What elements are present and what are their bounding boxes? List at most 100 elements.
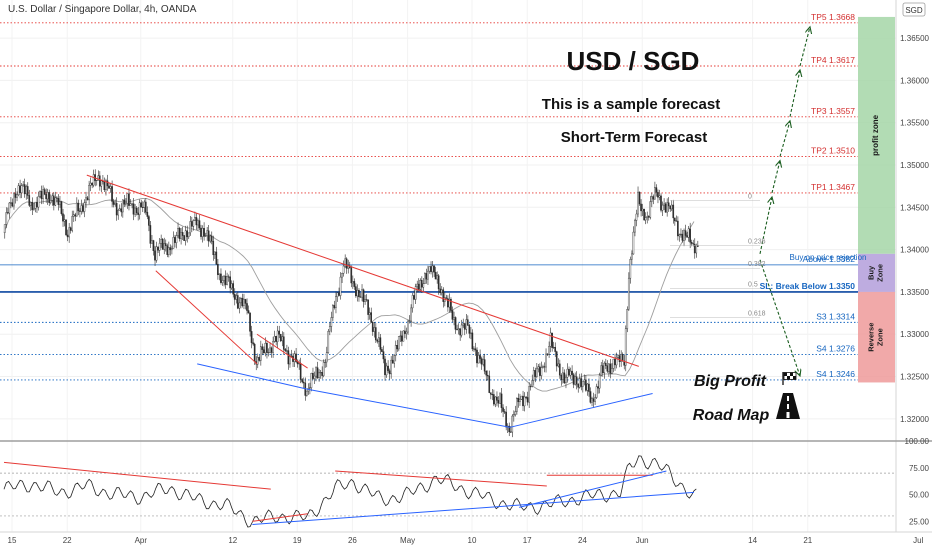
candle-body — [603, 362, 606, 374]
candle-body — [430, 266, 432, 273]
candle-body — [79, 210, 81, 212]
candle-body — [16, 194, 18, 198]
candle-body — [31, 201, 34, 210]
candle-body — [428, 266, 431, 272]
candle-body — [669, 205, 671, 210]
candle-body — [359, 296, 362, 298]
candle-body — [417, 283, 420, 290]
level-label-buy: Above 1.3382 — [803, 254, 856, 264]
candle-body — [186, 230, 188, 238]
symbol-title[interactable]: U.S. Dollar / Singapore Dollar, 4h, OAND… — [8, 4, 197, 15]
candle-body — [310, 373, 313, 388]
fib-label: 0.618 — [748, 310, 766, 317]
candle-body — [180, 232, 182, 239]
candle-body — [144, 201, 147, 213]
candle-body — [640, 203, 642, 212]
candle-body — [462, 323, 465, 326]
candle-body — [6, 212, 9, 214]
candle-body — [46, 192, 49, 200]
price-trendlines — [86, 174, 653, 428]
candle-body — [175, 235, 178, 243]
candle-body — [161, 239, 164, 250]
candle-series — [3, 169, 699, 438]
candle-body — [387, 365, 389, 371]
candle-body — [171, 248, 173, 251]
trendline-red — [86, 174, 639, 367]
fib-label: 0.236 — [748, 238, 766, 245]
time-tick-label: 17 — [523, 536, 532, 545]
candle-body — [361, 289, 363, 298]
candle-body — [25, 186, 27, 195]
candle-body — [557, 363, 560, 367]
candle-body — [568, 368, 570, 376]
candle-body — [615, 357, 618, 366]
candle-body — [555, 351, 558, 367]
candle-body — [539, 366, 541, 376]
candle-body — [433, 265, 435, 273]
candle-body — [221, 280, 224, 283]
candle-body — [356, 290, 359, 297]
candle-body — [588, 383, 590, 392]
candle-body — [404, 330, 406, 334]
candle-body — [663, 203, 665, 206]
candle-body — [121, 199, 124, 213]
candle-body — [399, 335, 402, 337]
price-tick-label: 1.34500 — [900, 203, 929, 212]
level-label-sl: SL: Break Below 1.3350 — [760, 281, 856, 291]
forecast-levels: TP5 1.3668 TP4 1.3617 TP3 1.3557 TP2 1.3510… — [0, 12, 858, 381]
candle-body — [149, 225, 152, 244]
candle-body — [112, 201, 115, 205]
oscillator-trendline-blue — [252, 491, 695, 526]
candle-body — [552, 346, 555, 348]
candle-body — [644, 217, 647, 221]
candle-body — [488, 375, 491, 393]
candle-body — [548, 346, 550, 355]
candle-body — [278, 330, 281, 335]
price-tick-label: 1.36000 — [900, 76, 929, 85]
time-axis-ticks[interactable]: 1522Apr121926May101724Jun1421Jul1219 — [8, 536, 932, 545]
candle-body — [48, 192, 50, 203]
candle-body — [233, 293, 236, 300]
candle-body — [512, 414, 515, 417]
candle-body — [37, 196, 40, 208]
candle-body — [420, 280, 423, 288]
candle-body — [373, 327, 376, 332]
candle-body — [177, 228, 179, 236]
zone-label-reverse: Zone — [875, 328, 884, 346]
candle-body — [401, 335, 403, 342]
candle-body — [261, 346, 264, 350]
candle-body — [344, 258, 346, 267]
candle-body — [505, 411, 507, 428]
candle-body — [22, 184, 24, 186]
currency-badge-frame[interactable] — [902, 2, 926, 17]
candle-body — [71, 216, 73, 231]
candle-body — [424, 273, 426, 284]
candle-body — [17, 185, 20, 196]
candle-body — [276, 330, 279, 342]
candle-body — [523, 396, 526, 407]
candle-body — [355, 286, 357, 297]
candle-body — [683, 230, 685, 241]
candle-body — [480, 358, 483, 365]
candle-body — [661, 204, 664, 211]
candle-body — [114, 202, 116, 205]
moving-average-line — [3, 198, 695, 392]
candle-body — [23, 184, 26, 195]
candle-body — [574, 376, 576, 385]
candle-body — [8, 202, 11, 214]
candle-body — [634, 220, 636, 233]
candle-body — [511, 415, 514, 433]
candle-body — [546, 353, 549, 355]
candle-body — [36, 201, 38, 208]
candle-body — [29, 201, 32, 206]
candle-body — [63, 219, 66, 222]
candle-body — [350, 267, 353, 284]
candle-body — [270, 347, 273, 353]
candle-body — [131, 203, 133, 205]
currency-badge[interactable]: SGD — [905, 6, 923, 15]
candle-body — [368, 312, 371, 315]
candle-body — [152, 240, 155, 252]
price-axis-background[interactable] — [896, 0, 932, 550]
candle-body — [558, 363, 561, 376]
